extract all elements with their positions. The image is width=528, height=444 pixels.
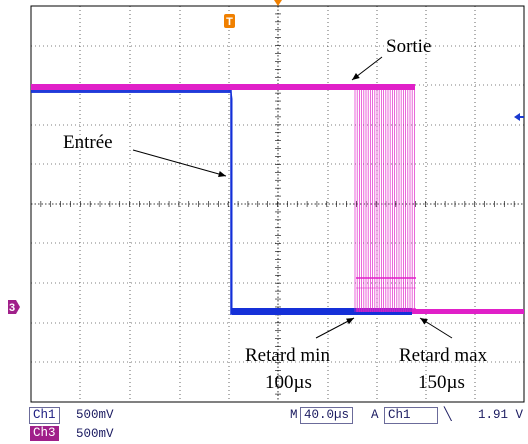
delay-max-value: 150µs	[418, 372, 465, 393]
trigger-mode: A	[371, 408, 379, 422]
input-label: Entrée	[63, 132, 113, 153]
output-trace-high	[31, 84, 415, 90]
arrow-output-head	[352, 73, 360, 80]
output-label: Sortie	[386, 36, 432, 57]
screen-markers: T 3	[8, 0, 524, 314]
arrow-delay-min-head	[346, 318, 354, 325]
arrow-delay-max-head	[420, 318, 428, 325]
trigger-position-arrow-icon	[274, 0, 282, 6]
channel3-ground-label: 3	[9, 302, 15, 314]
arrow-input	[132, 149, 227, 177]
trigger-marker-box	[224, 14, 235, 28]
output-trace-low	[412, 309, 524, 314]
input-trace-low	[232, 308, 412, 315]
waveform-traces	[31, 84, 524, 315]
trigger-marker-label: T	[226, 16, 233, 28]
input-trace-fall	[31, 87, 233, 315]
arrow-input-head	[218, 171, 226, 178]
status-bar: Ch1 500mV Ch3 500mV M 40.0µs A Ch1 ╲ 1.9…	[0, 405, 528, 444]
timebase-prefix: M	[290, 408, 298, 422]
ch3-label[interactable]: Ch3	[30, 426, 59, 441]
trigger-slope-icon: ╲	[444, 408, 452, 422]
trigger-source[interactable]: Ch1	[384, 407, 438, 424]
annotation-arrows	[132, 56, 453, 339]
delay-min-value: 100µs	[265, 372, 312, 393]
input-trace-high	[31, 88, 231, 93]
delay-max-label: Retard max	[399, 345, 488, 366]
graticule-grid	[30, 5, 525, 403]
ch3-scale: 500mV	[76, 427, 114, 441]
channel3-ground-marker-icon	[8, 300, 20, 314]
ch1-label[interactable]: Ch1	[29, 407, 60, 424]
delay-min-label: Retard min	[245, 345, 330, 366]
ch1-scale: 500mV	[76, 408, 114, 422]
trigger-level: 1.91 V	[478, 408, 524, 422]
left-arrow-icon	[514, 113, 520, 121]
left-arrow-stem	[520, 116, 524, 118]
timebase-value[interactable]: 40.0µs	[300, 407, 354, 424]
oscilloscope-screen: T 3	[8, 0, 525, 403]
